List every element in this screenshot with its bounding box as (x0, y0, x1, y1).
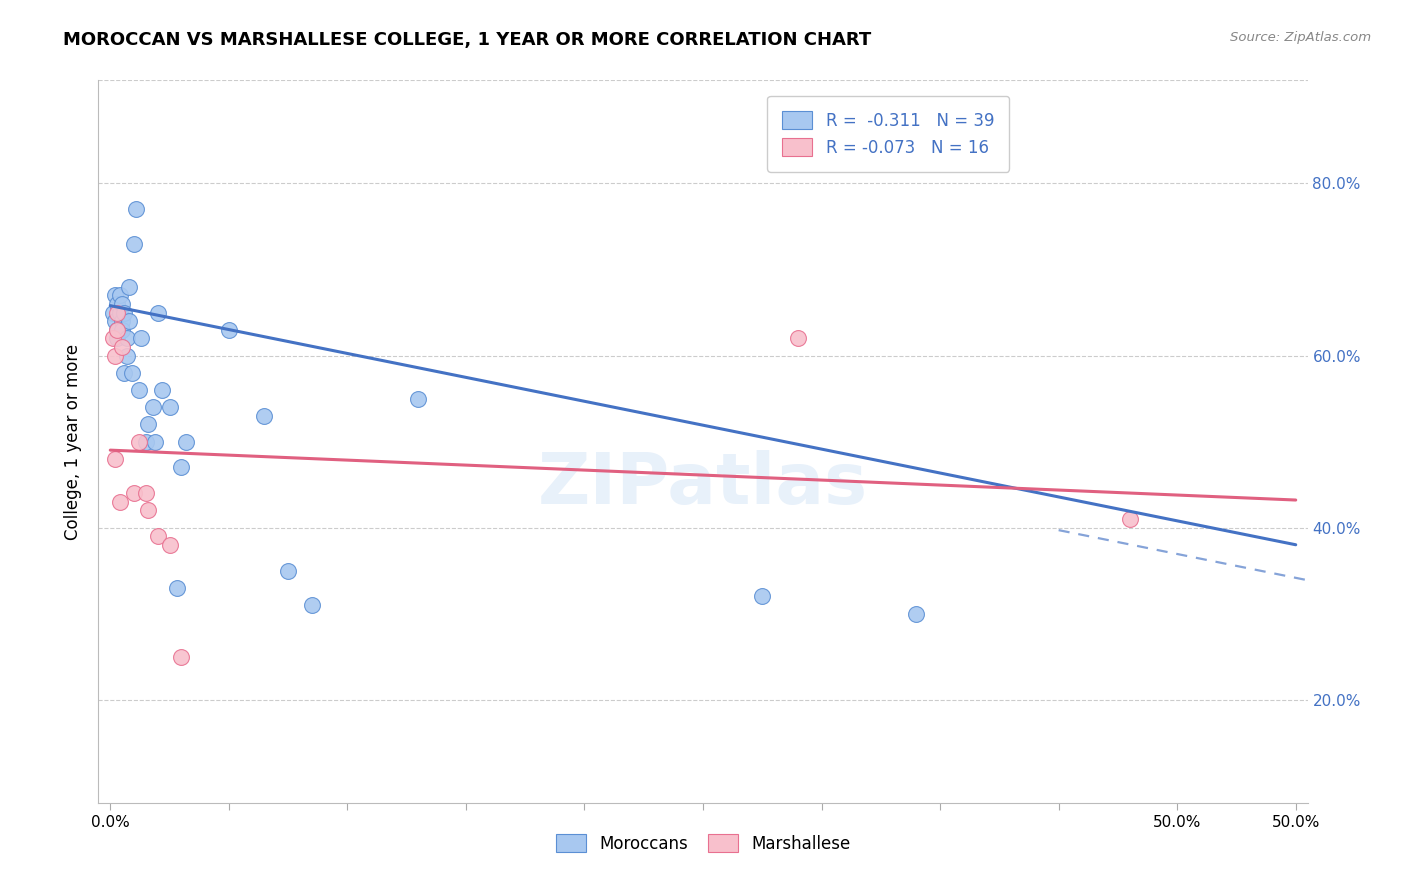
Point (128, 383, 150, 397)
Point (751, 590, 773, 604)
Point (135, 486, 157, 500)
Point (105, 323, 128, 337)
Point (111, 340, 134, 354)
Text: Source: ZipAtlas.com: Source: ZipAtlas.com (1230, 31, 1371, 45)
Point (118, 314, 141, 328)
Point (136, 503, 159, 517)
Point (122, 486, 145, 500)
Point (104, 451, 127, 466)
Point (105, 297, 128, 311)
Point (115, 349, 138, 363)
Point (174, 434, 197, 449)
Point (277, 564, 299, 578)
Point (115, 331, 138, 345)
Point (108, 305, 131, 319)
Point (114, 366, 136, 380)
Point (111, 297, 134, 311)
Point (301, 598, 323, 612)
Point (104, 314, 127, 328)
Point (104, 288, 127, 302)
Text: ZIPatlas: ZIPatlas (538, 450, 868, 519)
Point (108, 494, 131, 508)
Point (166, 581, 188, 595)
Point (905, 607, 928, 621)
Point (159, 400, 181, 414)
Point (128, 434, 150, 449)
Point (121, 366, 143, 380)
Point (253, 409, 276, 423)
Point (152, 383, 174, 397)
Point (218, 323, 240, 337)
Point (111, 323, 134, 337)
Point (146, 305, 169, 319)
Point (111, 314, 134, 328)
Point (142, 400, 165, 414)
Point (129, 331, 152, 345)
Point (136, 417, 159, 432)
Point (125, 202, 148, 217)
Point (408, 392, 430, 406)
Point (143, 434, 166, 449)
Point (101, 331, 124, 345)
Text: MOROCCAN VS MARSHALLESE COLLEGE, 1 YEAR OR MORE CORRELATION CHART: MOROCCAN VS MARSHALLESE COLLEGE, 1 YEAR … (63, 31, 872, 49)
Point (786, 331, 808, 345)
Point (159, 538, 181, 552)
Point (104, 349, 127, 363)
Point (101, 305, 124, 319)
Point (108, 288, 131, 302)
Point (118, 279, 141, 293)
Point (135, 434, 157, 449)
Point (105, 323, 128, 337)
Point (170, 649, 193, 664)
Point (122, 236, 145, 251)
Point (170, 460, 193, 475)
Point (105, 331, 128, 345)
Y-axis label: College, 1 year or more: College, 1 year or more (63, 343, 82, 540)
Point (1119, 512, 1142, 526)
Point (114, 305, 136, 319)
Point (105, 305, 128, 319)
Legend: Moroccans, Marshallese: Moroccans, Marshallese (548, 828, 858, 860)
Point (146, 529, 169, 543)
